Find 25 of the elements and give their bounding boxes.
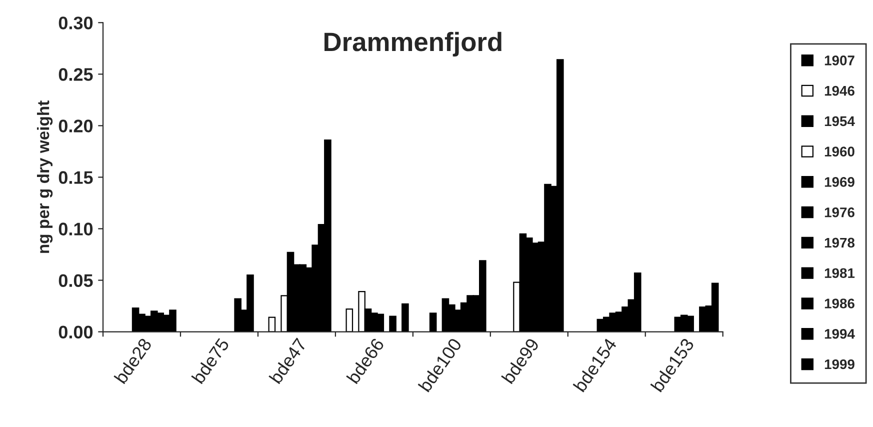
bar [402, 303, 409, 332]
bar [429, 312, 437, 332]
legend-label: 1978 [824, 238, 855, 248]
bar [268, 316, 276, 332]
y-tick-label: 0.30 [58, 16, 93, 30]
legend-label: 1946 [824, 86, 854, 96]
legend-label: 1986 [824, 298, 854, 308]
legend-label: 1999 [824, 359, 854, 370]
legend-label: 1954 [824, 116, 855, 126]
y-axis-title: ng per g dry weight [36, 100, 53, 253]
y-tick-label: 0.25 [58, 68, 93, 81]
chart-title: Drammenfjord [324, 32, 502, 57]
y-tick-label: 0.10 [58, 222, 93, 236]
bar [389, 316, 396, 332]
legend-label: 1994 [824, 328, 855, 339]
legend-label: 1981 [824, 268, 855, 278]
y-tick-label: 0.00 [58, 326, 93, 338]
bar [346, 308, 354, 332]
y-tick-label: 0.20 [58, 120, 93, 132]
y-tick-label: 0.05 [58, 274, 93, 287]
legend-label: 1960 [824, 146, 854, 156]
legend-label: 1969 [824, 177, 854, 187]
legend-label: 1976 [824, 207, 854, 218]
legend-label: 1907 [824, 56, 854, 66]
y-tick-label: 0.15 [58, 171, 93, 184]
